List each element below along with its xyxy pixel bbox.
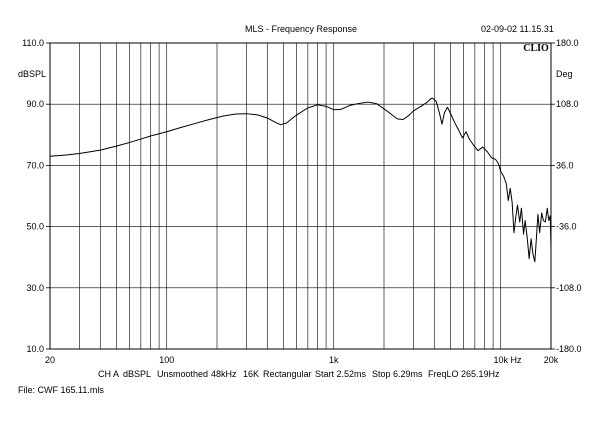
param-7: Stop 6.29ms (372, 369, 423, 379)
tick-labels: 10.0 30.0 50.0 70.0 90.0 110.0 -180.0 -108.0 -36… (22, 38, 581, 365)
x-tick-label: 20k (544, 355, 559, 365)
y2-tick-label: -108.0 (556, 283, 582, 293)
y-axis-label: dBSPL (18, 69, 47, 79)
x-tick-label: 20 (45, 355, 55, 365)
file-name: File: CWF 165.11.mls (18, 385, 104, 395)
x-tick-label: 1k (329, 355, 339, 365)
series-layer (49, 97, 552, 263)
param-0: CH A (98, 369, 120, 379)
param-4: 16K (243, 369, 260, 379)
plot-frame (49, 42, 552, 350)
param-1: dBSPL (123, 369, 152, 379)
chart-title: MLS - Frequency Response (245, 24, 358, 34)
param-5: Rectangular (263, 369, 312, 379)
y2-tick-label: -36.0 (556, 222, 577, 232)
param-6: Start 2.52ms (315, 369, 367, 379)
clio-logo: CLIO (523, 43, 549, 54)
timestamp: 02-09-02 11.15.31 (481, 24, 554, 34)
y2-tick-label: 108.0 (556, 99, 579, 109)
frequency-response-line (49, 97, 552, 263)
y-tick-label: 10.0 (26, 344, 44, 354)
y-tick-label: 90.0 (26, 99, 44, 109)
y-tick-label: 30.0 (26, 283, 44, 293)
grid (46, 42, 555, 350)
y-tick-label: 110.0 (22, 38, 44, 48)
y2-tick-label: -180.0 (556, 344, 582, 354)
y-tick-label: 70.0 (26, 160, 44, 170)
param-3: 48kHz (211, 369, 237, 379)
y2-tick-label: 36.0 (556, 160, 574, 170)
y2-axis-label: Deg (556, 69, 573, 79)
y2-tick-label: 180.0 (556, 38, 579, 48)
y-tick-label: 50.0 (26, 222, 44, 232)
x-tick-label: 10k (493, 355, 508, 365)
x-tick-label: 100 (159, 355, 174, 365)
param-2: Unsmoothed (157, 369, 209, 379)
param-8: FreqLO 265.19Hz (428, 369, 500, 379)
x-axis-label: Hz (511, 355, 522, 365)
